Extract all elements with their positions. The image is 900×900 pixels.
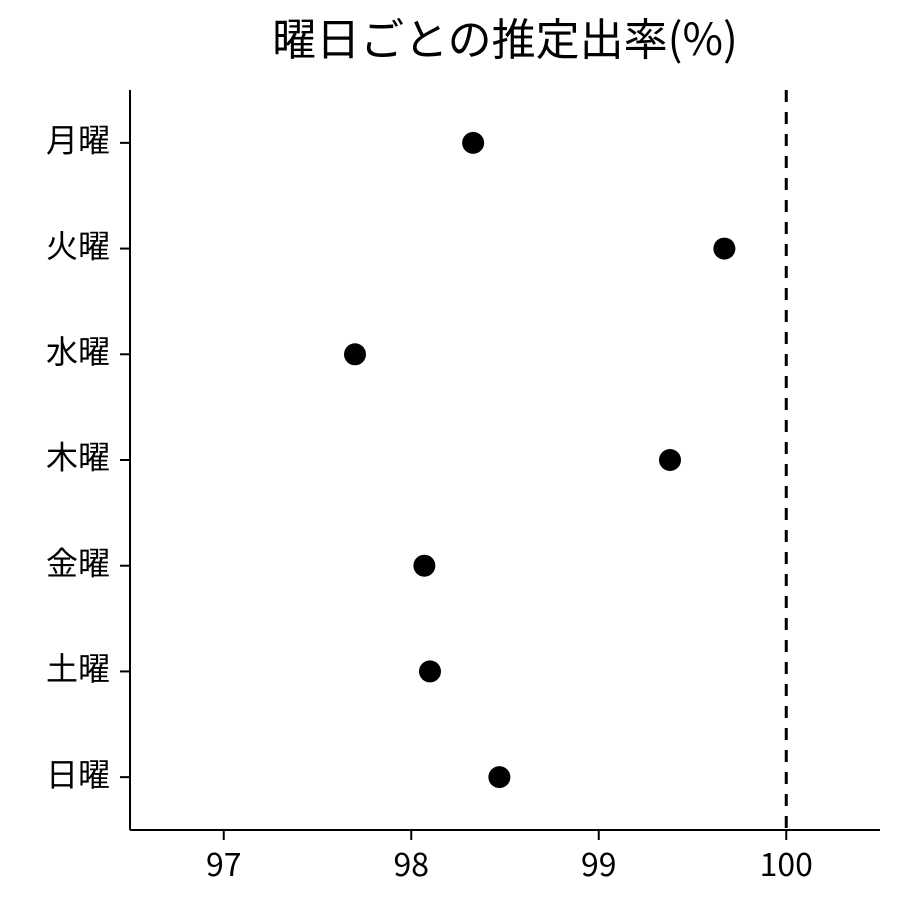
data-point bbox=[713, 238, 735, 260]
x-tick-label: 98 bbox=[393, 840, 429, 886]
y-tick-label: 金曜 bbox=[46, 538, 110, 584]
data-point bbox=[419, 660, 441, 682]
dot-plot-chart: 曜日ごとの推定出率(%) 97 98 99 100 月曜火曜水曜木曜金曜土曜日曜 bbox=[0, 0, 900, 900]
y-tick-label: 水曜 bbox=[46, 327, 110, 373]
y-tick-label: 日曜 bbox=[46, 750, 110, 796]
y-tick-label: 木曜 bbox=[46, 433, 110, 479]
x-tick-label: 100 bbox=[760, 840, 813, 886]
data-point bbox=[462, 132, 484, 154]
x-tick-label: 97 bbox=[206, 840, 242, 886]
data-point bbox=[413, 555, 435, 577]
data-point bbox=[344, 343, 366, 365]
y-tick-label: 月曜 bbox=[46, 116, 110, 162]
data-point bbox=[659, 449, 681, 471]
chart-background bbox=[0, 0, 900, 900]
y-tick-label: 火曜 bbox=[46, 221, 110, 267]
x-tick-label: 99 bbox=[581, 840, 617, 886]
data-point bbox=[488, 766, 510, 788]
y-tick-label: 土曜 bbox=[46, 644, 110, 690]
chart-title: 曜日ごとの推定出率(%) bbox=[272, 4, 738, 68]
